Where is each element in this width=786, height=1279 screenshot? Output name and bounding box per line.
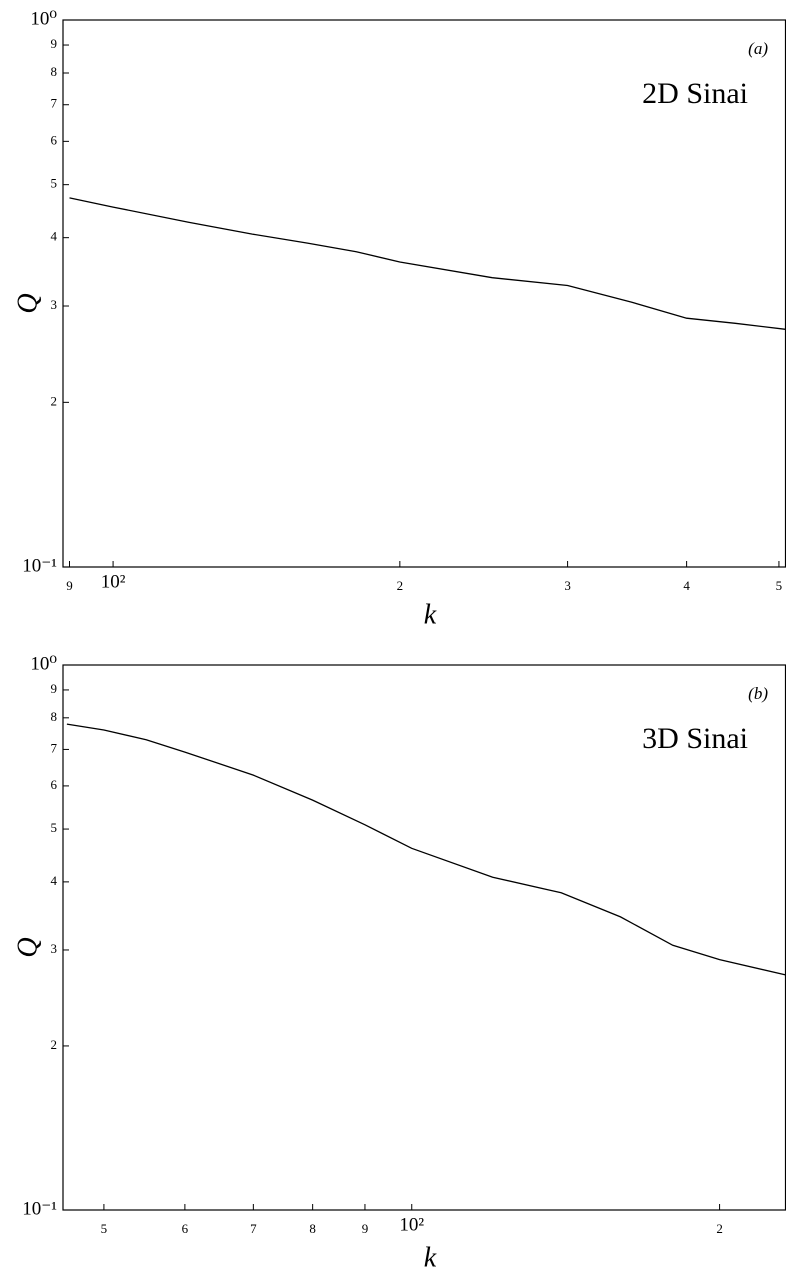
y-tick-label: 10⁻¹: [22, 555, 57, 576]
y-tick-label: 10⁰: [30, 653, 57, 674]
x-tick-label: 7: [250, 1221, 257, 1236]
x-tick-label: 6: [182, 1221, 189, 1236]
y-tick-label: 6: [51, 132, 58, 147]
annotation: 2D Sinai: [642, 77, 748, 110]
annotation: 3D Sinai: [642, 722, 748, 755]
x-tick-label: 10²: [101, 571, 126, 592]
y-tick-label: 7: [51, 96, 58, 111]
x-tick-label: 2: [716, 1221, 723, 1236]
y-tick-label: 8: [51, 709, 58, 724]
y-tick-label: 5: [51, 176, 58, 191]
y-tick-label: 2: [51, 393, 58, 408]
y-tick-label: 8: [51, 64, 58, 79]
y-tick-label: 7: [51, 740, 58, 755]
y-tick-label: 3: [51, 941, 58, 956]
x-axis-label: k: [424, 1242, 437, 1273]
x-tick-label: 9: [362, 1221, 369, 1236]
x-tick-label: 3: [564, 578, 571, 593]
y-tick-label: 10⁻¹: [22, 1198, 57, 1219]
y-tick-label: 4: [51, 229, 58, 244]
data-line: [66, 723, 786, 976]
x-tick-label: 2: [397, 578, 404, 593]
x-axis-label: k: [424, 599, 437, 630]
y-tick-label: 3: [51, 297, 58, 312]
x-tick-label: 9: [66, 578, 73, 593]
y-tick-label: 4: [51, 873, 58, 888]
y-tick-label: 2: [51, 1037, 58, 1052]
x-tick-label: 8: [309, 1221, 316, 1236]
x-tick-label: 5: [776, 578, 783, 593]
y-axis-label: Q: [12, 293, 43, 313]
y-tick-label: 9: [51, 681, 58, 696]
y-tick-label: 9: [51, 36, 58, 51]
y-axis-label: Q: [12, 937, 43, 957]
x-tick-label: 10²: [399, 1214, 424, 1235]
panel-label: (a): [748, 39, 768, 58]
y-tick-label: 5: [51, 820, 58, 835]
y-tick-label: 10⁰: [30, 8, 57, 29]
data-line: [69, 197, 786, 330]
x-tick-label: 5: [101, 1221, 108, 1236]
panel-label: (b): [748, 684, 768, 703]
y-tick-label: 6: [51, 777, 58, 792]
x-tick-label: 4: [683, 578, 690, 593]
